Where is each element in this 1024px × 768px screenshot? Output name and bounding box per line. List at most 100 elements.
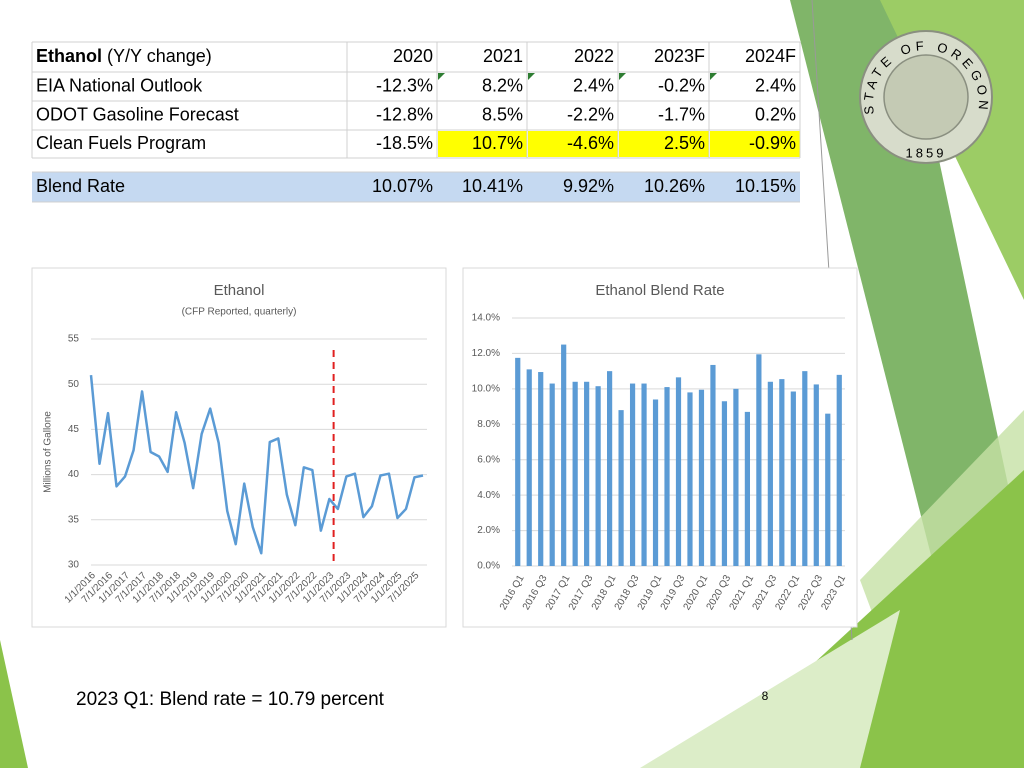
bar [836, 374, 842, 566]
bar [744, 411, 750, 566]
y-tick-label: 6.0% [477, 454, 500, 465]
bg-shape [0, 640, 28, 768]
cell: 10.26% [644, 176, 705, 196]
chart-subtitle: (CFP Reported, quarterly) [182, 307, 297, 318]
cell: -18.5% [376, 133, 433, 153]
cell: 0.2% [755, 104, 796, 124]
y-tick-label: 14.0% [472, 313, 500, 324]
header-year: 2023F [654, 46, 705, 66]
header-year: 2022 [574, 46, 614, 66]
y-tick-label: 10.0% [472, 383, 500, 394]
y-tick-label: 12.0% [472, 348, 500, 359]
y-tick-label: 45 [68, 424, 80, 435]
row-label: Blend Rate [36, 176, 125, 196]
y-tick-label: 35 [68, 514, 80, 525]
bg-shape [640, 610, 900, 768]
bar [618, 410, 624, 566]
y-tick-label: 0.0% [477, 561, 500, 572]
bar [790, 391, 796, 566]
table: Ethanol (Y/Y change) 2020 2021 2022 2023F 202… [31, 41, 801, 203]
bar [756, 354, 762, 566]
cell: 2.4% [573, 75, 614, 95]
bar [710, 364, 716, 566]
chart-panel [31, 267, 447, 628]
bar [549, 383, 555, 566]
bar [813, 384, 819, 566]
cell: -12.3% [376, 75, 433, 95]
seal-center [883, 54, 969, 140]
cell: 10.7% [472, 133, 523, 153]
chart-title: Ethanol Blend Rate [595, 282, 724, 299]
highlight-cell [438, 131, 527, 157]
comment-marker [528, 73, 535, 80]
cell: -0.2% [658, 75, 705, 95]
header-year: 2024F [745, 46, 796, 66]
bar [584, 381, 590, 566]
y-tick-label: 8.0% [477, 419, 500, 430]
seal: STATE OF OREGON 1859 [859, 30, 993, 164]
cell: -2.2% [567, 104, 614, 124]
comment-marker [710, 73, 717, 80]
row-label: ODOT Gasoline Forecast [36, 104, 239, 124]
bar [675, 377, 682, 566]
bar [561, 344, 567, 566]
bar [721, 401, 728, 566]
highlight-cell [619, 131, 709, 157]
row-label: Clean Fuels Program [36, 133, 206, 153]
cell: 8.5% [482, 104, 523, 124]
comment-marker [619, 73, 626, 80]
bar [733, 388, 739, 566]
y-tick-label: 55 [68, 334, 80, 345]
y-axis-title: Millions of Gallone [43, 411, 54, 493]
bar [572, 381, 578, 566]
bar [538, 372, 544, 566]
bar [802, 371, 808, 566]
bar [687, 392, 693, 566]
bar [825, 413, 831, 566]
comment-marker [438, 73, 445, 80]
cell: -1.7% [658, 104, 705, 124]
cell: 8.2% [482, 75, 523, 95]
bar [779, 379, 785, 566]
bar [526, 369, 532, 566]
bar [641, 383, 647, 566]
cell: 2.4% [755, 75, 796, 95]
bar [652, 399, 659, 566]
y-tick-label: 2.0% [477, 525, 500, 536]
bar [664, 387, 670, 566]
cell: 10.41% [462, 176, 523, 196]
page-number: 8 [762, 689, 769, 703]
header-year: 2021 [483, 46, 523, 66]
bar [607, 371, 613, 566]
y-tick-label: 4.0% [477, 490, 500, 501]
header-bold: Ethanol [36, 46, 102, 66]
row-label: EIA National Outlook [36, 75, 203, 95]
footnote: 2023 Q1: Blend rate = 10.79 percent [76, 689, 385, 710]
bar [595, 386, 601, 566]
series-line [89, 375, 424, 555]
blend-row-bg [32, 172, 800, 202]
cell: -4.6% [567, 133, 614, 153]
bar [629, 383, 636, 566]
chart-panel [462, 267, 858, 628]
y-tick-label: 30 [68, 560, 80, 571]
cell: -0.9% [749, 133, 796, 153]
seal-year: 1859 [906, 145, 947, 160]
bar [767, 381, 773, 566]
bar [698, 389, 705, 566]
y-tick-label: 40 [68, 469, 80, 480]
highlight-cell [528, 131, 618, 157]
cell: 10.15% [735, 176, 796, 196]
bar [515, 357, 521, 566]
cell: 10.07% [372, 176, 433, 196]
header-year: 2020 [393, 46, 433, 66]
cell: -12.8% [376, 104, 433, 124]
cell: 9.92% [563, 176, 614, 196]
y-tick-label: 50 [68, 379, 80, 390]
highlight-cell [710, 131, 800, 157]
cell: 2.5% [664, 133, 705, 153]
chart-title: Ethanol [214, 282, 265, 299]
header-note: (Y/Y change) [107, 46, 212, 66]
